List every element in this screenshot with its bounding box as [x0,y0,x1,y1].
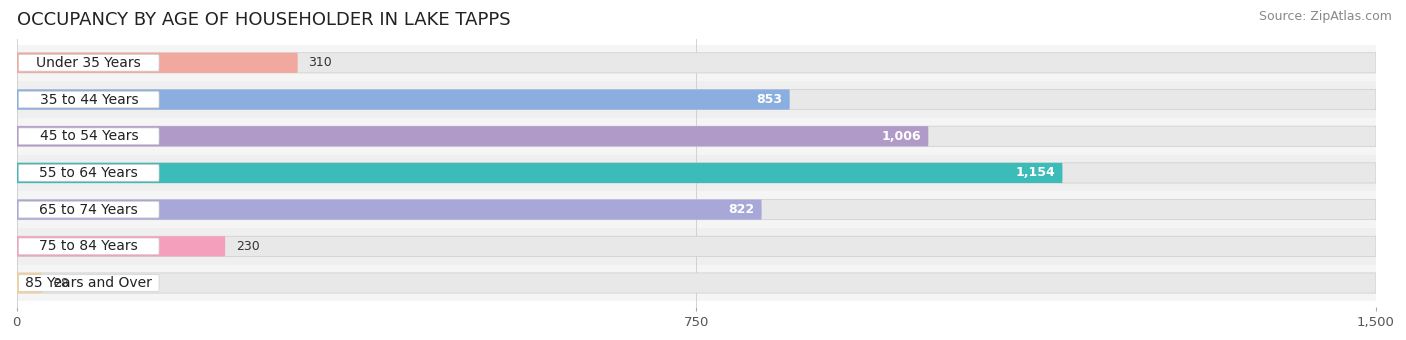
Bar [17,191,1376,228]
Text: Under 35 Years: Under 35 Years [37,56,141,70]
FancyBboxPatch shape [17,89,790,109]
Text: 28: 28 [53,276,69,290]
Text: 853: 853 [756,93,783,106]
Text: 75 to 84 Years: 75 to 84 Years [39,239,138,253]
FancyBboxPatch shape [17,89,1376,109]
Text: 55 to 64 Years: 55 to 64 Years [39,166,138,180]
FancyBboxPatch shape [18,238,159,255]
Text: 35 to 44 Years: 35 to 44 Years [39,92,138,106]
FancyBboxPatch shape [17,200,1376,220]
Text: 1,154: 1,154 [1015,167,1054,180]
FancyBboxPatch shape [17,126,928,146]
Text: Source: ZipAtlas.com: Source: ZipAtlas.com [1258,10,1392,23]
FancyBboxPatch shape [17,273,42,293]
FancyBboxPatch shape [17,236,1376,256]
Bar [17,265,1376,301]
FancyBboxPatch shape [17,236,225,256]
Bar [17,155,1376,191]
FancyBboxPatch shape [17,53,1376,73]
Text: 822: 822 [728,203,755,216]
FancyBboxPatch shape [17,126,1376,146]
Text: 310: 310 [308,56,332,69]
Text: 230: 230 [236,240,260,253]
FancyBboxPatch shape [18,128,159,144]
Text: 1,006: 1,006 [882,130,921,143]
FancyBboxPatch shape [17,163,1376,183]
FancyBboxPatch shape [18,201,159,218]
FancyBboxPatch shape [17,273,1376,293]
Bar [17,45,1376,81]
FancyBboxPatch shape [17,200,762,220]
Bar [17,118,1376,155]
FancyBboxPatch shape [18,91,159,108]
FancyBboxPatch shape [18,275,159,291]
FancyBboxPatch shape [18,165,159,181]
FancyBboxPatch shape [18,55,159,71]
Text: 65 to 74 Years: 65 to 74 Years [39,203,138,217]
Bar [17,228,1376,265]
Text: OCCUPANCY BY AGE OF HOUSEHOLDER IN LAKE TAPPS: OCCUPANCY BY AGE OF HOUSEHOLDER IN LAKE … [17,11,510,29]
Text: 45 to 54 Years: 45 to 54 Years [39,129,138,143]
FancyBboxPatch shape [17,163,1063,183]
Bar [17,81,1376,118]
FancyBboxPatch shape [17,53,298,73]
Text: 85 Years and Over: 85 Years and Over [25,276,152,290]
